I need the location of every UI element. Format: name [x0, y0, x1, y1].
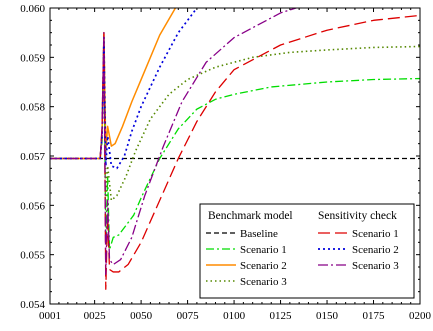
- x-tick-label: 0025: [84, 310, 107, 322]
- legend-group-title: Sensitivity check: [318, 210, 397, 222]
- x-tick-label: 0075: [177, 310, 200, 322]
- y-tick-label: 0.056: [20, 200, 45, 212]
- series-line-sensitivity-scenario-2: [50, 8, 199, 170]
- x-tick-label: 0050: [130, 310, 153, 322]
- series-line-benchmark-scenario-2: [50, 8, 177, 160]
- y-tick-label: 0.057: [20, 151, 45, 163]
- x-tick-label: 0200: [409, 310, 432, 322]
- legend-label: Scenario 2: [352, 244, 399, 256]
- legend-group-title: Benchmark model: [208, 210, 293, 222]
- x-tick-label: 0175: [363, 310, 386, 322]
- y-tick-label: 0.059: [20, 52, 45, 64]
- legend-label: Scenario 3: [240, 276, 287, 288]
- x-tick-label: 0001: [39, 310, 61, 322]
- legend-label: Scenario 1: [352, 228, 399, 240]
- y-tick-label: 0.058: [20, 102, 45, 114]
- y-tick-label: 0.055: [20, 250, 45, 262]
- y-tick-label: 0.054: [20, 299, 45, 311]
- legend-label: Baseline: [240, 228, 278, 240]
- legend-label: Scenario 3: [352, 260, 399, 272]
- legend-box: [199, 203, 415, 299]
- x-tick-label: 0150: [316, 310, 339, 322]
- y-tick-label: 0.060: [20, 3, 45, 15]
- series-line-sensitivity-scenario-1: [50, 14, 420, 290]
- x-tick-label: 0125: [270, 310, 293, 322]
- x-tick-label: 0100: [223, 310, 246, 322]
- series-line-sensitivity-scenario-3: [50, 8, 299, 276]
- legend-label: Scenario 2: [240, 260, 287, 272]
- legend-label: Scenario 1: [240, 244, 287, 256]
